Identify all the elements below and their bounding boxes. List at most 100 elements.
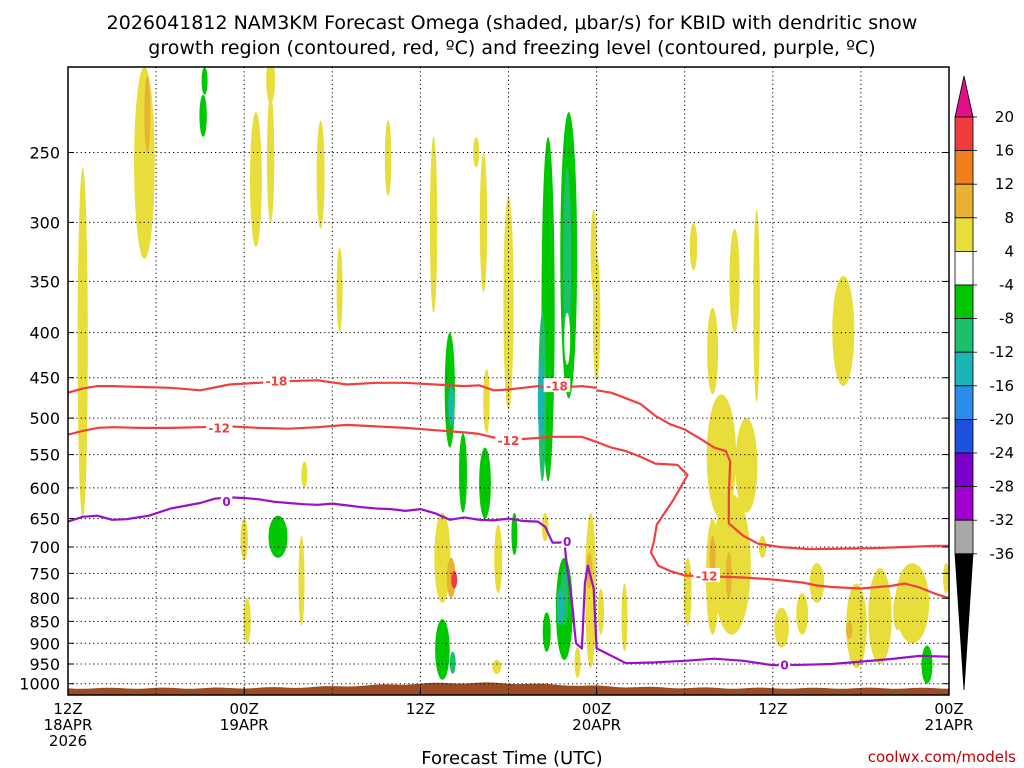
omega-cell	[758, 535, 767, 558]
omega-cell	[574, 647, 581, 678]
omega-cell	[250, 112, 262, 248]
omega-cell	[434, 512, 451, 603]
omega-cell	[429, 136, 438, 313]
y-tick-label: 300	[29, 213, 60, 232]
colorbar-bin	[954, 519, 974, 555]
omega-shading-layer	[77, 67, 949, 684]
y-tick-label: 750	[29, 564, 60, 583]
colorbar-label: -12	[990, 343, 1015, 361]
colorbar-bin	[954, 486, 974, 521]
colorbar-label: 4	[1004, 242, 1014, 260]
colorbar-bin	[954, 284, 974, 319]
omega-cell	[77, 167, 88, 519]
omega-cell	[199, 94, 207, 137]
x-tick-label: 20APR	[572, 716, 621, 734]
y-tick-label: 900	[29, 634, 60, 653]
omega-cell	[564, 312, 571, 365]
omega-cell	[266, 67, 275, 104]
omega-cell	[243, 598, 251, 644]
y-tick-label: 650	[29, 510, 60, 529]
colorbar-label: -24	[990, 444, 1015, 462]
omega-cell	[725, 552, 732, 599]
y-tick-label: 1000	[19, 675, 60, 694]
omega-cell	[266, 94, 275, 223]
y-tick-label: 550	[29, 446, 60, 465]
contour-label: -12	[696, 570, 718, 584]
omega-cell	[893, 593, 902, 631]
contour-label: -18	[546, 380, 568, 394]
x-tick-label: 12Z	[53, 700, 82, 718]
omega-cell	[144, 76, 151, 153]
omega-cell	[729, 228, 740, 333]
omega-cell	[809, 563, 825, 603]
omega-cell	[494, 524, 503, 594]
colorbar-bin	[954, 250, 974, 286]
omega-cell	[298, 535, 305, 626]
omega-cell	[459, 433, 467, 513]
colorbar-bin	[954, 150, 974, 185]
y-tick-label: 250	[29, 144, 60, 163]
y-tick-label: 500	[29, 409, 60, 428]
omega-cell	[689, 222, 698, 271]
colorbar-bottom-arrow	[954, 553, 974, 691]
omega-cell	[598, 588, 604, 635]
x-tick-label: 00Z	[582, 700, 611, 718]
x-tick-label: 12Z	[758, 700, 787, 718]
omega-cell	[868, 568, 892, 665]
freezing-level-contour	[68, 496, 949, 667]
contour-label: -12	[498, 434, 520, 448]
contour-label: 0	[563, 535, 571, 549]
omega-cell	[511, 512, 518, 556]
x-axis-label: Forecast Time (UTC)	[421, 748, 602, 768]
contour-label-bg	[778, 656, 791, 671]
contour-layer	[68, 379, 949, 667]
omega-cell	[483, 369, 490, 434]
colorbar-label: -8	[999, 310, 1014, 328]
contour-label-bg	[263, 373, 290, 388]
colorbar-bin	[954, 452, 974, 487]
omega-cell	[707, 307, 719, 395]
contour-label-bg	[206, 419, 233, 434]
chart-title-line-1: 2026041812 NAM3KM Forecast Omega (shaded…	[107, 12, 918, 34]
y-tick-label: 850	[29, 612, 60, 631]
omega-cell	[449, 651, 456, 674]
y-tick-label: 700	[29, 538, 60, 557]
omega-cell	[336, 247, 343, 333]
omega-cell	[753, 209, 760, 403]
dgz-minus18-contour	[68, 379, 597, 394]
contour-label: -18	[266, 375, 288, 389]
contour-label-bg	[693, 568, 720, 582]
omega-cell	[301, 461, 308, 488]
colorbar-label: 12	[995, 175, 1014, 193]
colorbar-label: -20	[990, 410, 1015, 428]
x-tick-label: 18APR	[44, 716, 93, 734]
omega-cell	[316, 120, 325, 229]
contour-labels: -18 -18 -12 -12 -12 0 0 0	[206, 373, 791, 672]
colorbar-label: -16	[990, 377, 1015, 395]
omega-cell	[542, 612, 551, 652]
omega-cell	[134, 67, 155, 259]
x-tick-label: 00Z	[934, 700, 963, 718]
contour-label-bg	[561, 533, 573, 548]
colorbar-bin	[954, 385, 974, 420]
omega-cell	[451, 570, 458, 589]
colorbar-label: 16	[995, 142, 1014, 160]
colorbar-label: -28	[990, 478, 1015, 496]
contour-label: 0	[780, 658, 788, 672]
omega-cell	[832, 275, 855, 387]
omega-cell	[621, 583, 628, 652]
x-tick-label: 12Z	[406, 700, 435, 718]
colorbar-label: 20	[995, 108, 1014, 126]
colorbar-bin	[954, 318, 974, 353]
colorbar-label: 8	[1004, 209, 1014, 227]
dgz-minus12-contour	[68, 423, 509, 442]
omega-cell	[551, 630, 557, 669]
omega-cell	[585, 512, 597, 669]
omega-cell	[537, 360, 544, 441]
omega-cell	[556, 588, 563, 626]
colorbar-label: -4	[999, 276, 1014, 294]
omega-cell	[796, 593, 809, 635]
omega-cell	[435, 619, 450, 680]
credit-text: coolwx.com/models	[868, 748, 1016, 766]
